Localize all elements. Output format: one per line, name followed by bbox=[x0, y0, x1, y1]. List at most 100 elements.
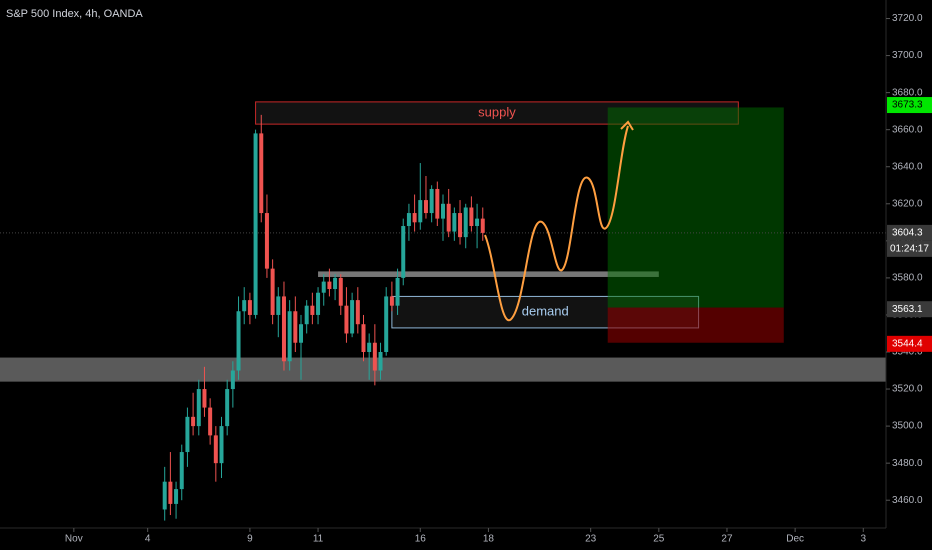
price-label-box bbox=[887, 301, 932, 318]
x-tick-label: 18 bbox=[483, 534, 495, 545]
candle-body bbox=[441, 203, 445, 219]
candle-body bbox=[395, 277, 400, 306]
candle-body bbox=[378, 352, 383, 371]
candle-body bbox=[168, 481, 173, 504]
candle-body bbox=[384, 296, 389, 352]
candle-body bbox=[242, 300, 247, 312]
y-tick-label: 3500.0 bbox=[892, 421, 923, 432]
candle-body bbox=[299, 324, 304, 343]
candle-body bbox=[321, 281, 326, 293]
price-label: 3673.3 bbox=[892, 100, 923, 111]
chart-title: S&P 500 Index, 4h, OANDA bbox=[6, 8, 143, 20]
candle-body bbox=[179, 452, 184, 490]
candle-body bbox=[412, 213, 417, 223]
candle-body bbox=[344, 305, 349, 334]
candle-body bbox=[202, 389, 207, 408]
candle-body bbox=[361, 324, 366, 352]
y-tick-label: 3640.0 bbox=[892, 161, 923, 172]
candle-body bbox=[310, 305, 315, 315]
candle-body bbox=[429, 188, 434, 214]
projection-arrow bbox=[620, 120, 634, 131]
candle-body bbox=[276, 296, 281, 315]
y-tick-label: 3520.0 bbox=[892, 384, 923, 395]
candle-body bbox=[333, 277, 338, 290]
candle-body bbox=[355, 300, 360, 325]
y-tick-label: 3680.0 bbox=[892, 87, 923, 98]
x-tick-label: 25 bbox=[653, 534, 665, 545]
zone bbox=[607, 107, 784, 308]
candle-body bbox=[338, 277, 343, 306]
zone-label: demand bbox=[522, 304, 569, 319]
x-tick-label: Dec bbox=[786, 534, 804, 545]
price-label: 3604.3 bbox=[892, 228, 923, 239]
price-label: 3544.4 bbox=[892, 338, 923, 349]
zone bbox=[0, 357, 886, 382]
price-label-box bbox=[887, 224, 932, 241]
candle-body bbox=[304, 305, 309, 325]
candle-body bbox=[270, 268, 275, 315]
candle-body bbox=[389, 296, 394, 306]
candle-body bbox=[287, 311, 292, 362]
candle-body bbox=[259, 133, 264, 214]
candle-body bbox=[463, 207, 468, 238]
candle-body bbox=[475, 218, 480, 227]
countdown: 01:24:17 bbox=[890, 244, 929, 255]
y-tick-label: 3480.0 bbox=[892, 458, 923, 469]
candle-body bbox=[435, 188, 440, 219]
x-tick-label: 4 bbox=[145, 534, 151, 545]
price-label: 3563.1 bbox=[892, 304, 923, 315]
y-tick-label: 3540.0 bbox=[892, 347, 923, 358]
candle-body bbox=[219, 426, 224, 464]
candle-body bbox=[162, 481, 167, 510]
x-tick-label: 3 bbox=[861, 534, 867, 545]
candle-body bbox=[191, 416, 196, 427]
x-tick-label: 11 bbox=[313, 534, 324, 545]
y-tick-label: 3700.0 bbox=[892, 50, 923, 61]
candle-body bbox=[293, 311, 298, 343]
x-tick-label: 23 bbox=[585, 534, 597, 545]
candle-body bbox=[281, 296, 286, 362]
candle-body bbox=[185, 416, 190, 453]
candle-body bbox=[452, 213, 457, 232]
y-tick-label: 3460.0 bbox=[892, 495, 923, 506]
candle-body bbox=[469, 207, 474, 227]
x-tick-label: 9 bbox=[247, 534, 253, 545]
candle-body bbox=[174, 489, 179, 504]
candle-body bbox=[225, 389, 230, 427]
y-tick-label: 3720.0 bbox=[892, 13, 923, 24]
candle-body bbox=[423, 200, 428, 214]
zone bbox=[318, 271, 659, 277]
candle-body bbox=[372, 342, 377, 371]
candle-body bbox=[253, 133, 258, 315]
zone-label: supply bbox=[478, 104, 516, 119]
x-tick-label: 16 bbox=[415, 534, 427, 545]
countdown-box bbox=[887, 240, 932, 257]
x-tick-label: 27 bbox=[721, 534, 733, 545]
candle-body bbox=[458, 213, 463, 238]
candle-body bbox=[264, 213, 269, 269]
candle-body bbox=[230, 370, 235, 390]
zone bbox=[607, 307, 784, 343]
candle-body bbox=[480, 218, 485, 233]
candle-body bbox=[213, 435, 218, 464]
candle-body bbox=[208, 407, 213, 436]
price-label-box bbox=[887, 97, 932, 114]
candle-body bbox=[196, 389, 201, 427]
y-tick-label: 3580.0 bbox=[892, 273, 923, 284]
candle-body bbox=[367, 342, 372, 352]
y-tick-label: 3620.0 bbox=[892, 198, 923, 209]
candle-body bbox=[446, 203, 451, 232]
candle-body bbox=[401, 226, 406, 278]
candle-body bbox=[327, 281, 332, 290]
price-label-box bbox=[887, 335, 932, 352]
candle-body bbox=[247, 300, 252, 315]
candle-body bbox=[406, 213, 411, 227]
projection-path bbox=[484, 125, 629, 322]
candle-body bbox=[418, 200, 423, 223]
x-tick-label: Nov bbox=[65, 534, 83, 545]
candle-body bbox=[236, 311, 241, 371]
candle-body bbox=[316, 292, 321, 315]
y-tick-label: 3660.0 bbox=[892, 124, 923, 135]
candle-body bbox=[350, 300, 355, 334]
